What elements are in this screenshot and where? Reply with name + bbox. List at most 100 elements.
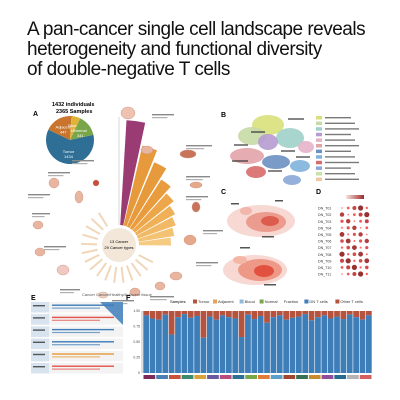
dotplot-dot bbox=[359, 219, 362, 223]
dotplot-row-label: DN_T03 bbox=[318, 220, 331, 224]
module-row-tag bbox=[31, 350, 49, 362]
panel-f: F Samples Tumor Adjacent Blood Normal Fracti… bbox=[126, 295, 372, 379]
radial-bar bbox=[138, 227, 175, 242]
umap-cluster bbox=[246, 166, 266, 178]
legend-label: Tumor bbox=[198, 299, 210, 304]
radial-spoke bbox=[85, 225, 101, 235]
dotplot-dot bbox=[365, 265, 369, 270]
bar-segment-other bbox=[187, 311, 194, 318]
module-row-name bbox=[33, 341, 45, 343]
bar-segment-other bbox=[213, 311, 220, 320]
bar-segment-other bbox=[245, 311, 251, 315]
bar-segment-dn bbox=[353, 317, 359, 373]
bar-segment-dn bbox=[143, 315, 150, 373]
cancer-type-chip bbox=[168, 375, 181, 379]
panel-f-y-axis: 0 0.25 0.50 0.75 1.00 bbox=[133, 309, 143, 375]
y-tick-label: 1.00 bbox=[133, 309, 140, 313]
dotplot-dot bbox=[339, 212, 345, 217]
bar-segment-other bbox=[315, 311, 321, 318]
dotplot-dot bbox=[365, 253, 368, 256]
fan-label-text bbox=[186, 176, 210, 178]
legend-swatch bbox=[316, 121, 322, 126]
bar-segment-other bbox=[194, 311, 200, 316]
dotplot-dot bbox=[358, 271, 364, 277]
dotplot-dot bbox=[352, 272, 357, 276]
legend-swatch bbox=[316, 155, 322, 159]
legend-swatch bbox=[316, 160, 322, 165]
legend-swatch bbox=[316, 138, 322, 142]
functional-module-list bbox=[31, 302, 123, 374]
dotplot-dot bbox=[358, 259, 363, 263]
dotplot-row-label: DN_T08 bbox=[318, 253, 331, 257]
umap-cluster bbox=[258, 134, 278, 150]
fan-label-text bbox=[32, 213, 50, 215]
bar-segment-other bbox=[327, 311, 334, 319]
dotplot-colorbar bbox=[346, 195, 364, 199]
fan-label-text bbox=[28, 197, 44, 199]
pie-slice-label: Tumor bbox=[63, 149, 75, 154]
module-row-tag bbox=[31, 302, 49, 313]
fan-label-text bbox=[72, 160, 94, 162]
radial-bar bbox=[120, 120, 146, 226]
cancer-type-chip bbox=[245, 375, 257, 379]
bar-segment-dn bbox=[346, 314, 353, 373]
dotplot-dot bbox=[345, 258, 351, 264]
module-row bbox=[31, 350, 123, 362]
radial-spoke bbox=[120, 266, 125, 283]
dotplot-dot bbox=[358, 212, 363, 217]
bar-segment-dn bbox=[206, 316, 213, 373]
radial-spoke bbox=[81, 248, 98, 255]
panel-b: B bbox=[221, 112, 359, 185]
organ-icons bbox=[32, 106, 203, 299]
cancer-type-chip bbox=[308, 375, 321, 379]
pie-slice-value: 143 bbox=[70, 128, 77, 133]
bar-segment-other bbox=[283, 311, 290, 320]
legend-label bbox=[325, 122, 355, 124]
bar-segment-dn bbox=[308, 320, 315, 373]
legend-label: Adjacent bbox=[218, 299, 234, 304]
dotplot-dot bbox=[353, 259, 356, 262]
bar-segment-dn bbox=[225, 317, 232, 373]
umap-cluster bbox=[290, 160, 310, 172]
legend-swatch bbox=[304, 299, 309, 304]
fan-label-text bbox=[44, 246, 66, 248]
legend-swatch bbox=[316, 144, 322, 148]
cancer-type-chip bbox=[334, 375, 347, 379]
legend-swatch bbox=[316, 132, 322, 137]
thyroid-icon bbox=[34, 247, 46, 257]
cancer-type-chip bbox=[181, 375, 194, 379]
pie-slice-label: Blood bbox=[68, 123, 78, 128]
bar-segment-dn bbox=[270, 317, 277, 373]
dotplot-dot bbox=[340, 239, 344, 243]
bar-segment-dn bbox=[168, 334, 175, 373]
dotplot-dot bbox=[365, 226, 369, 230]
module-row-desc bbox=[52, 356, 100, 358]
dotplot-dot bbox=[353, 240, 356, 242]
title-line-1: A pan-cancer single cell landscape revea… bbox=[27, 19, 366, 40]
fan-label-text bbox=[152, 114, 174, 116]
module-row-name bbox=[33, 329, 45, 331]
bar-segment-other bbox=[175, 311, 181, 318]
bar-segment-dn bbox=[257, 315, 264, 373]
bar-segment-dn bbox=[149, 318, 156, 373]
module-row bbox=[31, 314, 123, 325]
dotplot-row-label: DN_T11 bbox=[318, 273, 331, 277]
dotplot-dot bbox=[346, 265, 351, 270]
radial-bar-fan bbox=[80, 117, 176, 283]
bar-segment-dn bbox=[276, 315, 283, 373]
cancer-type-chip bbox=[359, 375, 372, 379]
bar-segment-other bbox=[346, 311, 353, 315]
bar-segment-dn bbox=[289, 317, 296, 373]
y-tick-label: 0.75 bbox=[133, 325, 140, 329]
dotplot-row-label: DN_T04 bbox=[318, 226, 331, 230]
panel-a: A 1432 individuals 2365 Samples Tumor143… bbox=[28, 102, 223, 305]
dotplot-dot bbox=[365, 272, 368, 276]
module-row-desc bbox=[52, 365, 114, 367]
bar-segment-dn bbox=[321, 315, 328, 373]
fan-label-text bbox=[196, 265, 212, 267]
fan-label-text bbox=[186, 148, 205, 150]
bar-segment-other bbox=[251, 311, 258, 320]
legend-swatch bbox=[316, 127, 322, 131]
dotplot-dot bbox=[347, 213, 350, 216]
radial-spoke bbox=[90, 217, 104, 231]
